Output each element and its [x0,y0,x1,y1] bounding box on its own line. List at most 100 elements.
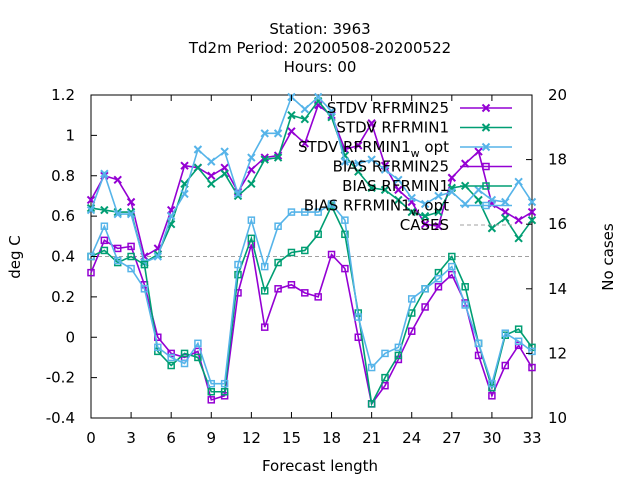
y-axis-label: deg C [6,235,24,279]
data-point [313,92,323,102]
data-point [354,313,363,321]
data-point [126,197,136,207]
data-point [354,167,363,176]
data-point [207,157,216,166]
data-point [127,242,135,251]
series-line [90,95,533,264]
data-point [247,216,256,224]
x-tick-label: 6 [166,429,176,447]
data-point [514,341,523,350]
data-point [300,115,310,124]
data-point [287,248,296,257]
data-point [113,244,122,253]
y2-tick-label: 14 [548,280,567,298]
data-point [461,283,469,291]
data-point [394,351,403,360]
data-point [166,211,176,221]
title-line-period: Td2m Period: 20200508-20200522 [188,39,451,57]
data-point [233,189,243,199]
data-point [407,327,416,335]
legend-item: CASES [400,216,512,234]
data-point [488,379,496,388]
axis-ticks: 0 3 6 9 12 15 18 21 24 27 30 33 -0.4 -0.2 0 0.2 0.4 0.6 0.… [46,86,567,447]
data-point [394,343,403,352]
data-point [514,177,523,187]
y2-tick-label: 16 [548,215,567,233]
data-point [207,179,216,189]
data-point [488,392,496,400]
x-tick-label: 3 [126,429,136,447]
data-point [394,175,403,184]
data-point [180,359,189,368]
data-point [100,205,109,215]
data-point [287,208,296,216]
data-point [394,185,403,195]
data-point [207,388,216,396]
data-point [220,392,229,400]
data-point [167,353,175,362]
data-point [314,208,322,216]
x-tick-label: 18 [322,429,341,447]
data-point [514,215,523,225]
data-point [420,219,430,229]
data-point [460,199,470,209]
data-point [167,361,175,370]
y-tick-label: 1 [65,126,75,144]
data-point [260,129,269,138]
data-point [314,230,322,239]
data-point [100,222,109,230]
data-point [247,179,256,189]
legend-label: CASES [400,216,449,234]
x-tick-label: 24 [402,429,421,447]
data-point [247,234,256,243]
legend-label: BIAS RFRMIN1 [342,177,449,195]
data-point [260,155,269,164]
legend-label: STDV RFRMIN1 [336,119,449,137]
data-point [407,207,416,217]
y-tick-label: 0.6 [51,207,75,225]
data-point [474,339,483,348]
data-point [380,165,390,174]
data-point [113,209,122,219]
data-point [100,169,109,178]
legend-label: STDV RFRMIN25 [327,99,449,117]
legend-swatch-marker [482,162,490,171]
data-point [301,208,309,216]
data-point [448,262,456,271]
legend-swatch-marker [481,103,491,113]
series-2 [86,92,537,267]
y-tick-label: 0.2 [51,288,75,306]
data-point [86,205,96,215]
data-point [194,353,202,362]
data-point [260,323,269,331]
data-point [220,147,229,156]
legend-swatch-marker [482,182,490,190]
data-point [100,236,109,245]
data-point [207,396,216,404]
data-point [420,199,430,209]
x-axis-label: Forecast length [262,457,378,475]
data-point [448,252,456,261]
data-point [153,252,163,261]
data-point [247,153,256,162]
data-point [193,163,203,172]
data-point [220,379,229,388]
data-point [407,193,416,203]
data-point [167,349,175,358]
data-point [528,343,536,352]
series-line [90,204,533,407]
data-point [354,159,363,168]
data-point [341,216,349,224]
chart-title: Station: 3963 Td2m Period: 20200508-2020… [188,20,451,76]
y-tick-label: -0.2 [46,369,75,387]
title-line-station: Station: 3963 [269,20,370,38]
y-tick-label: 0.8 [51,167,75,185]
data-point [501,361,510,370]
series-line [90,99,533,264]
series-3 [87,236,536,408]
y-tick-label: 1.2 [51,86,75,104]
data-point [367,155,376,164]
data-point [87,268,95,277]
legend-item: STDV RFRMIN25 [327,99,512,117]
data-point [380,185,390,195]
